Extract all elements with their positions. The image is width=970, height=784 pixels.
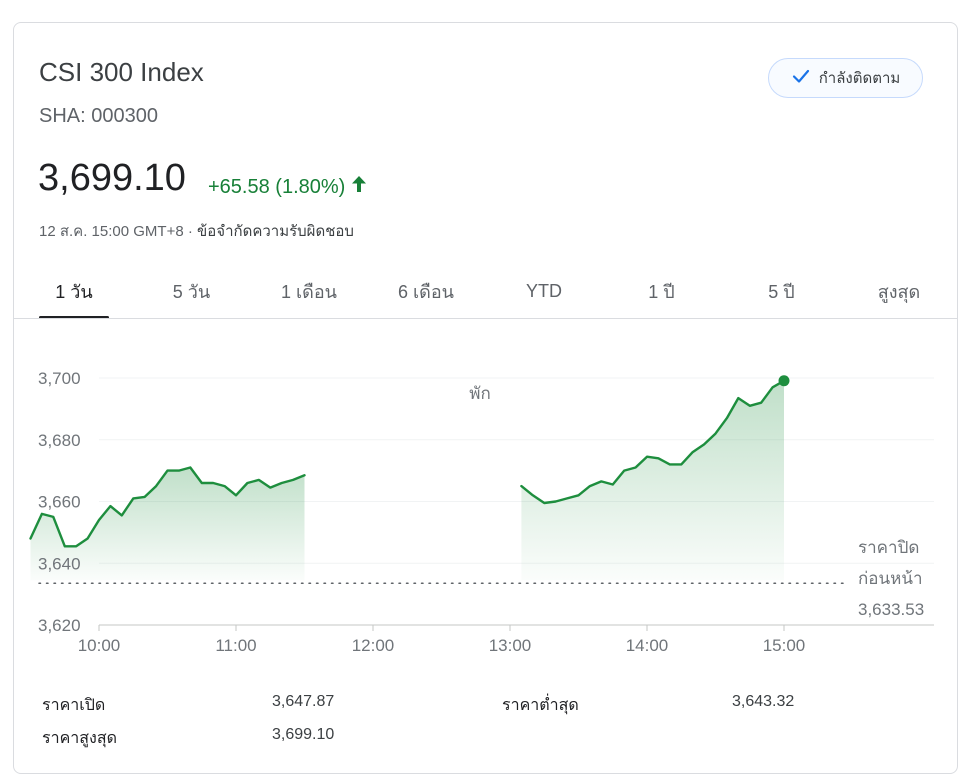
y-tick-label: 3,700 — [38, 369, 81, 388]
price-line-afternoon — [520, 379, 786, 505]
tab-6-months[interactable]: 6 เดือน — [398, 281, 454, 302]
tab-1-day[interactable]: 1 วัน — [55, 281, 93, 302]
previous-close-value: 3,633.53 — [858, 600, 924, 619]
x-tick-label: 13:00 — [489, 636, 532, 655]
price-change: +65.58 (1.80%) — [208, 175, 367, 199]
index-title: CSI 300 Index — [39, 57, 204, 87]
tab-5-years[interactable]: 5 ปี — [768, 281, 795, 302]
change-value: +65.58 (1.80%) — [208, 175, 346, 198]
x-tick-label: 14:00 — [626, 636, 669, 655]
open-label: ราคาเปิด — [42, 697, 106, 714]
y-tick-label: 3,660 — [38, 493, 81, 512]
x-tick-label: 12:00 — [352, 636, 395, 655]
y-tick-label: 3,640 — [38, 554, 81, 573]
x-tick-label: 10:00 — [78, 636, 121, 655]
tab-5-days[interactable]: 5 วัน — [172, 281, 211, 302]
x-tick-label: 11:00 — [215, 636, 256, 655]
low-label: ราคาต่ำสุด — [502, 697, 579, 714]
area-fill-afternoon — [521, 380, 784, 581]
check-icon — [791, 66, 811, 91]
arrow-up-icon — [351, 175, 367, 199]
active-tab-indicator — [39, 316, 109, 319]
y-tick-label: 3,620 — [38, 616, 81, 635]
tab-ytd[interactable]: YTD — [526, 280, 562, 301]
x-tick-label: 15:00 — [763, 636, 806, 655]
quote-card: CSI 300 Index SHA: 000300 กำลังติดตาม 3,… — [13, 22, 958, 774]
high-value: 3,699.10 — [272, 726, 335, 743]
open-value: 3,647.87 — [272, 693, 335, 710]
previous-close-label: ราคาปิด — [858, 538, 919, 557]
last-price-marker — [778, 375, 790, 387]
previous-close-label: ก่อนหน้า — [858, 569, 923, 588]
lunch-break-label: พัก — [469, 384, 491, 403]
quote-timestamp: 12 ส.ค. 15:00 GMT+8 · — [39, 223, 198, 240]
quote-meta: 12 ส.ค. 15:00 GMT+8 · ข้อจำกัดความรับผิด… — [39, 219, 354, 243]
ticker-symbol: SHA: 000300 — [39, 105, 158, 127]
range-tabs: 1 วัน 5 วัน 1 เดือน 6 เดือน YTD 1 ปี 5 ป… — [14, 265, 957, 319]
tab-1-month[interactable]: 1 เดือน — [281, 281, 337, 302]
current-price: 3,699.10 — [38, 157, 186, 199]
price-line-morning — [29, 466, 306, 548]
tab-1-year[interactable]: 1 ปี — [648, 281, 675, 302]
following-button[interactable]: กำลังติดตาม — [768, 58, 923, 98]
low-value: 3,643.32 — [732, 693, 795, 710]
tab-max[interactable]: สูงสุด — [877, 281, 921, 302]
tabs-divider — [14, 318, 957, 319]
high-label: ราคาสูงสุด — [42, 730, 117, 747]
disclaimer-link[interactable]: ข้อจำกัดความรับผิดชอบ — [197, 223, 354, 240]
y-tick-label: 3,680 — [38, 431, 81, 450]
following-label: กำลังติดตาม — [818, 70, 901, 87]
